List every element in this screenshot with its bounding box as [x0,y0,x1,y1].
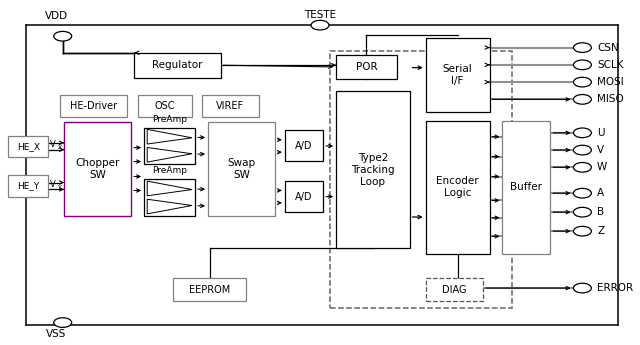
Text: A/D: A/D [295,192,313,201]
Circle shape [54,31,72,41]
Bar [144,179,195,216]
Text: V: V [50,140,56,149]
Text: VSS: VSS [46,329,67,339]
Text: OSC: OSC [154,101,175,111]
Bar [173,278,246,301]
Text: Buffer: Buffer [511,182,543,192]
Bar [8,136,48,157]
Bar [64,122,131,216]
Circle shape [573,162,591,172]
Bar [134,53,221,78]
Text: VIREF: VIREF [216,101,244,111]
Bar [202,95,259,117]
Text: MOSI: MOSI [597,77,624,87]
Text: CSN: CSN [597,43,619,52]
Circle shape [573,207,591,217]
Text: Encoder
Logic: Encoder Logic [436,176,479,198]
Circle shape [573,283,591,293]
Bar [138,95,192,117]
Bar [426,38,490,112]
Text: SCLK: SCLK [597,60,623,70]
Circle shape [573,77,591,87]
Circle shape [573,188,591,198]
Circle shape [573,60,591,70]
Text: PreAmp: PreAmp [152,115,187,124]
Bar [336,91,410,248]
Bar [426,121,490,254]
Bar [285,130,323,161]
Bar [426,278,483,301]
Circle shape [573,226,591,236]
Bar [8,175,48,197]
Circle shape [573,145,591,155]
Text: B: B [597,207,604,217]
Text: VDD: VDD [45,11,68,20]
Text: HE-Driver: HE-Driver [70,101,116,111]
Text: TESTE: TESTE [304,10,336,20]
Text: Type2
Tracking
Loop: Type2 Tracking Loop [351,153,395,187]
Text: Chopper
SW: Chopper SW [76,158,120,180]
Text: MISO: MISO [597,95,624,104]
Text: DIAG: DIAG [442,285,467,295]
Text: V: V [50,180,56,189]
Text: U: U [597,128,605,138]
Bar [285,181,323,212]
Bar [208,122,275,216]
Text: Swap
SW: Swap SW [228,158,255,180]
Text: POR: POR [356,62,377,72]
Text: V: V [597,145,604,155]
Text: Serial
I/F: Serial I/F [443,64,472,86]
Bar [336,55,397,79]
Circle shape [311,20,329,30]
Text: Y: Y [58,185,61,190]
Text: HE_Y: HE_Y [17,181,39,190]
Circle shape [54,318,72,327]
Text: Regulator: Regulator [152,60,203,70]
Text: A: A [597,188,604,198]
Text: ERROR: ERROR [597,283,633,293]
Bar [60,95,127,117]
Text: A/D: A/D [295,141,313,151]
Text: Z: Z [597,226,604,236]
Text: W: W [597,162,607,172]
Circle shape [573,43,591,52]
Text: HE_X: HE_X [17,142,40,151]
Bar [502,121,550,254]
Bar [144,128,195,164]
Text: EEPROM: EEPROM [189,285,230,295]
Circle shape [573,128,591,138]
Text: PreAmp: PreAmp [152,166,187,175]
Text: X: X [58,145,62,150]
Bar [330,51,512,308]
Circle shape [573,95,591,104]
